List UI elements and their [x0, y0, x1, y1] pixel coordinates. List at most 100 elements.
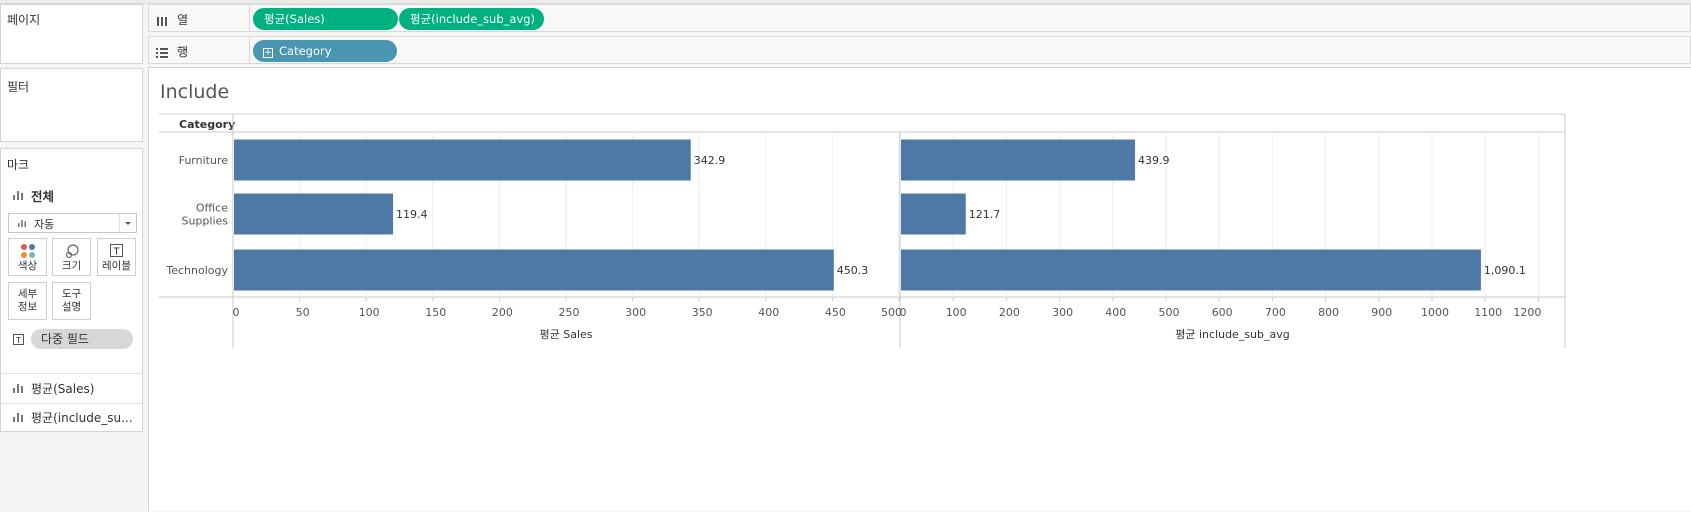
- bar: [901, 193, 966, 235]
- detail-button[interactable]: 세부 정보: [8, 282, 47, 320]
- rows-shelf[interactable]: 행 + Category: [148, 36, 1691, 64]
- bar: [234, 139, 691, 181]
- axis-title: 평균 include_sub_avg: [1175, 328, 1290, 341]
- axis-tick-label: 500: [1159, 306, 1180, 319]
- bar: [234, 249, 834, 291]
- divider: [1, 373, 142, 374]
- tooltip-button-label: 도구 설명: [61, 288, 82, 313]
- axis-tick-label: 300: [1052, 306, 1073, 319]
- columns-pill-include[interactable]: 평균(include_sub_avg): [399, 8, 544, 30]
- svg-text:T: T: [112, 247, 120, 258]
- columns-icon: [157, 16, 167, 26]
- detail-button-label: 세부 정보: [17, 288, 38, 313]
- divider: [1, 403, 142, 404]
- size-icon: [53, 242, 90, 260]
- axis-tick-label: 50: [296, 306, 310, 319]
- marks-all-label: 전체: [31, 189, 55, 204]
- columns-shelf-label: 열: [156, 11, 188, 28]
- filters-card[interactable]: 필터: [0, 68, 143, 142]
- label-button-label: 레이블: [102, 260, 131, 272]
- columns-pill-sales[interactable]: 평균(Sales): [253, 8, 398, 30]
- bar-value-label: 342.9: [694, 154, 726, 167]
- bar: [234, 193, 394, 235]
- row-header-label: Category: [179, 118, 235, 131]
- bar-value-label: 450.3: [837, 264, 869, 277]
- size-button-label: 크기: [61, 260, 82, 272]
- bar-value-label: 1,090.1: [1484, 264, 1526, 277]
- axis-tick-label: 900: [1371, 306, 1392, 319]
- category-label: Technology: [165, 264, 228, 277]
- rows-pill-category[interactable]: + Category: [253, 40, 397, 62]
- axis-tick-label: 100: [359, 306, 380, 319]
- axis-tick-label: 400: [1105, 306, 1126, 319]
- measure-sales-label: 평균(Sales): [31, 382, 95, 396]
- axis-tick-label: 0: [900, 306, 907, 319]
- rows-shelf-label: 행: [156, 43, 188, 60]
- columns-label-text: 열: [177, 13, 189, 27]
- measure-row-include[interactable]: 평균(include_su...: [13, 409, 133, 426]
- multiple-fields-pill[interactable]: 다중 필드: [31, 329, 133, 349]
- measure-include-label: 평균(include_su...: [31, 411, 133, 425]
- axis-tick-label: 300: [625, 306, 646, 319]
- axis-tick-label: 600: [1212, 306, 1233, 319]
- bar-chart-icon: [13, 413, 23, 422]
- color-button-label: 색상: [17, 260, 38, 272]
- axis-tick-label: 150: [425, 306, 446, 319]
- filters-title: 필터: [7, 80, 30, 94]
- category-label: Office: [196, 202, 228, 215]
- axis-tick-label: 1200: [1513, 306, 1541, 319]
- axis-tick-label: 700: [1265, 306, 1286, 319]
- axis-tick-label: 1100: [1474, 306, 1502, 319]
- bar-chart-icon: [13, 384, 23, 393]
- label-icon: T: [98, 242, 135, 260]
- axis-tick-label: 200: [999, 306, 1020, 319]
- category-label: Furniture: [179, 154, 229, 167]
- measure-row-sales[interactable]: 평균(Sales): [13, 380, 94, 397]
- label-button[interactable]: T 레이블: [97, 238, 136, 276]
- bar: [901, 139, 1136, 181]
- tooltip-button[interactable]: 도구 설명: [52, 282, 91, 320]
- bar-value-label: 119.4: [396, 208, 428, 221]
- mark-type-dropdown[interactable]: 자동: [8, 213, 137, 233]
- worksheet-view: Include Category Furniture Office Supplies T…: [148, 67, 1691, 511]
- axis-tick-label: 100: [946, 306, 967, 319]
- rows-pill-category-label: Category: [279, 44, 332, 58]
- mark-type-value: 자동: [34, 218, 55, 231]
- pages-card: 페이지: [0, 4, 143, 64]
- axis-tick-label: 350: [692, 306, 713, 319]
- pages-title: 페이지: [7, 13, 41, 27]
- marks-card: 마크 전체 자동 색상 크기 T 레이블 세부 정보 도구 설명 T: [0, 148, 143, 432]
- label-icon: T: [13, 334, 25, 346]
- color-button[interactable]: 색상: [8, 238, 47, 276]
- bar-value-label: 121.7: [969, 208, 1001, 221]
- dropdown-arrow-icon[interactable]: [119, 214, 136, 232]
- axis-tick-label: 0: [233, 306, 240, 319]
- columns-shelf[interactable]: 열 평균(Sales) 평균(include_sub_avg): [148, 4, 1691, 32]
- expand-plus-icon[interactable]: +: [263, 48, 273, 58]
- category-label: Supplies: [181, 215, 228, 228]
- axis-tick-label: 1000: [1421, 306, 1449, 319]
- axis-tick-label: 500: [881, 306, 902, 319]
- bar-chart-icon: [18, 219, 26, 228]
- bar-value-label: 439.9: [1138, 154, 1170, 167]
- shelf-divider: [249, 5, 250, 31]
- axis-tick-label: 200: [492, 306, 513, 319]
- rows-label-text: 행: [177, 45, 189, 59]
- axis-tick-label: 450: [825, 306, 846, 319]
- marks-all-row[interactable]: 전체: [13, 186, 54, 205]
- axis-tick-label: 800: [1318, 306, 1339, 319]
- top-strip: [0, 0, 1691, 4]
- shelf-divider: [249, 37, 250, 63]
- worksheet-title: Include: [160, 81, 230, 103]
- axis-tick-label: 400: [758, 306, 779, 319]
- marks-title: 마크: [7, 158, 30, 172]
- axis-title: 평균 Sales: [539, 328, 592, 341]
- color-dots-icon: [9, 242, 46, 260]
- bar: [901, 249, 1481, 291]
- bar-chart-icon: [13, 191, 23, 200]
- rows-icon: [156, 47, 168, 58]
- axis-tick-label: 250: [559, 306, 580, 319]
- svg-text:T: T: [15, 336, 21, 345]
- size-button[interactable]: 크기: [52, 238, 91, 276]
